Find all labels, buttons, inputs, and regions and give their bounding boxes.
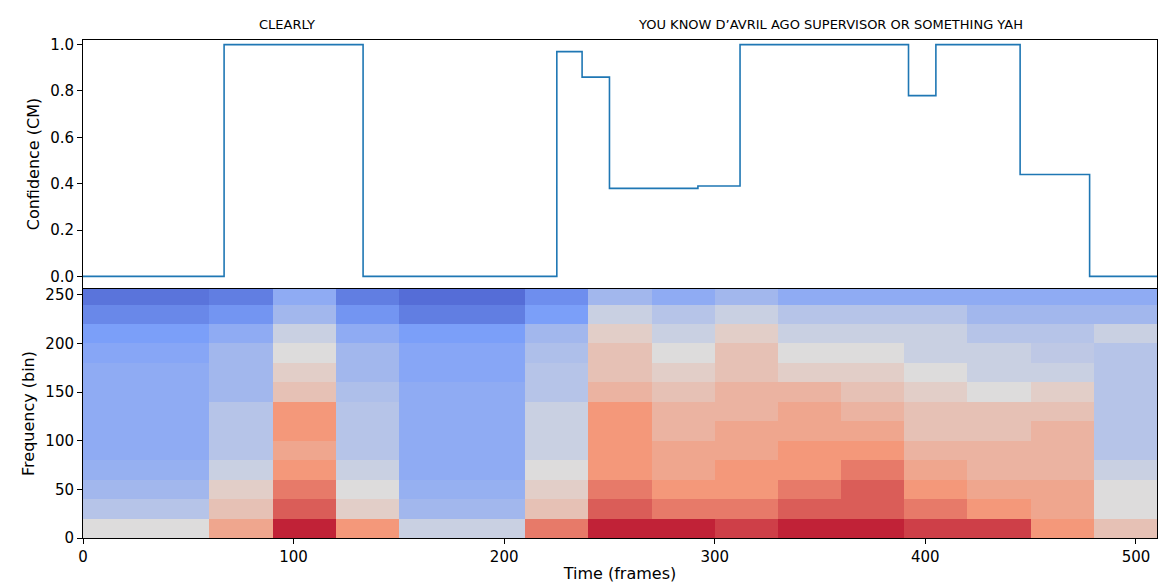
- svg-text:200: 200: [45, 335, 74, 353]
- svg-text:0.2: 0.2: [50, 221, 74, 239]
- svg-text:50: 50: [55, 481, 74, 499]
- svg-text:0.0: 0.0: [50, 268, 74, 286]
- svg-text:0.6: 0.6: [50, 129, 74, 147]
- svg-text:100: 100: [279, 548, 308, 566]
- svg-text:Frequency (bin): Frequency (bin): [19, 351, 38, 476]
- svg-text:400: 400: [911, 548, 940, 566]
- svg-text:150: 150: [45, 383, 74, 401]
- svg-text:500: 500: [1122, 548, 1151, 566]
- svg-text:0.8: 0.8: [50, 82, 74, 100]
- svg-text:200: 200: [490, 548, 519, 566]
- svg-text:YOU KNOW D’AVRIL AGO SUPERVISO: YOU KNOW D’AVRIL AGO SUPERVISOR OR SOMET…: [638, 17, 1023, 32]
- svg-text:CLEARLY: CLEARLY: [259, 17, 315, 32]
- svg-text:1.0: 1.0: [50, 36, 74, 54]
- svg-text:0: 0: [78, 548, 88, 566]
- svg-text:Confidence (CM): Confidence (CM): [24, 98, 43, 231]
- svg-text:0.4: 0.4: [50, 175, 74, 193]
- svg-text:0: 0: [64, 529, 74, 547]
- svg-text:Time (frames): Time (frames): [563, 564, 677, 583]
- svg-text:100: 100: [45, 432, 74, 450]
- svg-text:300: 300: [700, 548, 729, 566]
- svg-text:250: 250: [45, 286, 74, 304]
